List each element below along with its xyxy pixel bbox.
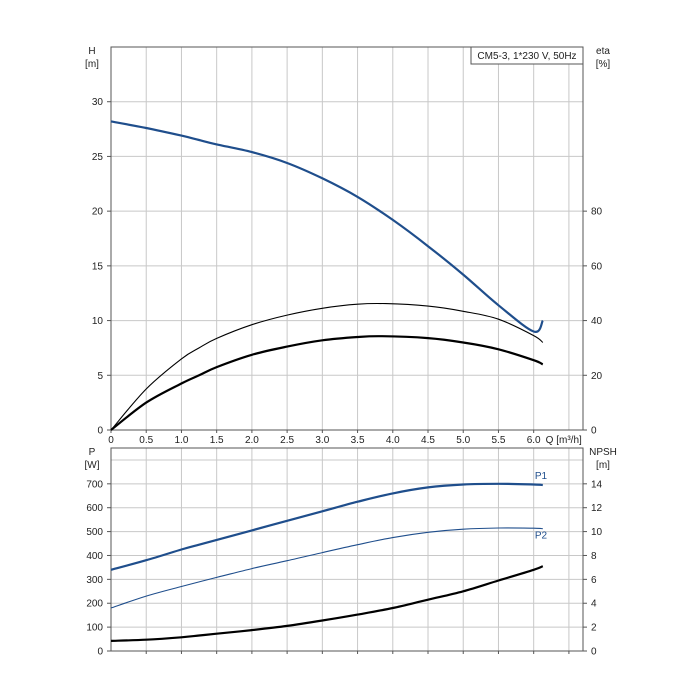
series-line-efficiency: [110, 302, 544, 431]
left-tick-label: 200: [86, 599, 103, 610]
x-tick-label: 5.5: [492, 435, 506, 446]
right-tick-label: 12: [591, 503, 603, 514]
right-tick-label: 60: [591, 261, 603, 272]
x-tick-label: 5.0: [456, 435, 470, 446]
left-axis-label: P: [89, 447, 96, 458]
x-tick-label: 2.0: [245, 435, 259, 446]
right-tick-label: 10: [591, 527, 603, 538]
x-tick-label: 4.0: [386, 435, 400, 446]
series-line-head: [110, 120, 544, 333]
series-line-P1: [110, 482, 543, 571]
x-tick-label: 3.0: [315, 435, 329, 446]
left-axis-unit: [m]: [85, 59, 99, 70]
left-tick-label: 15: [92, 261, 104, 272]
right-axis-label: NPSH: [589, 447, 617, 458]
left-tick-label: 500: [86, 527, 103, 538]
right-tick-label: 14: [591, 479, 603, 490]
x-axis-label: Q [m³/h]: [546, 435, 582, 446]
left-tick-label: 0: [97, 647, 103, 658]
left-tick-label: 400: [86, 551, 103, 562]
left-tick-label: 700: [86, 479, 103, 490]
right-tick-label: 8: [591, 551, 597, 562]
right-axis-label: eta: [596, 46, 610, 57]
left-tick-label: 30: [92, 97, 104, 108]
plot-frame: [110, 447, 584, 652]
left-tick-label: 300: [86, 575, 103, 586]
x-tick-label: 4.5: [421, 435, 435, 446]
right-tick-label: 6: [591, 575, 597, 586]
x-tick-label: 2.5: [280, 435, 294, 446]
right-tick-label: 2: [591, 623, 597, 634]
left-tick-label: 10: [92, 316, 104, 327]
left-tick-label: 5: [97, 371, 103, 382]
left-tick-label: 20: [92, 207, 104, 218]
right-tick-label: 80: [591, 207, 603, 218]
left-tick-label: 600: [86, 503, 103, 514]
right-tick-label: 0: [591, 647, 597, 658]
right-tick-label: 4: [591, 599, 597, 610]
right-tick-label: 0: [591, 426, 597, 437]
right-tick-label: 40: [591, 316, 603, 327]
left-axis-label: H: [88, 46, 95, 57]
left-tick-label: 0: [97, 426, 103, 437]
panel-1: 0 5 10 15 20 25 30 0 20 40 60 80 H [m] eta [%] 0 0.5 1.0 1.…: [85, 46, 610, 446]
left-tick-label: 25: [92, 152, 104, 163]
chart-title: CM5-3, 1*230 V, 50Hz: [477, 51, 576, 62]
series-line-efficiency-2: [110, 335, 544, 431]
series-label-P2: P2: [535, 531, 548, 542]
right-axis-unit: [%]: [596, 59, 611, 70]
series-line-P2: [110, 527, 543, 609]
series-line-npsh: [110, 565, 544, 642]
x-tick-label: 1.0: [174, 435, 188, 446]
series-label-P1: P1: [535, 471, 548, 482]
left-axis-unit: [W]: [85, 460, 100, 471]
x-tick-label: 0: [108, 435, 114, 446]
x-tick-label: 3.5: [351, 435, 365, 446]
panel-2: 0 100 200 300 400 500 600 700 0 2 4 6 8 10 12 14 P [W] NPS…: [85, 447, 617, 658]
left-tick-label: 100: [86, 623, 103, 634]
x-tick-label: 6.0: [527, 435, 541, 446]
title-box: [470, 46, 584, 65]
x-tick-label: 1.5: [210, 435, 224, 446]
right-tick-label: 20: [591, 371, 603, 382]
plot-frame: [110, 46, 584, 431]
x-tick-label: 0.5: [139, 435, 153, 446]
right-axis-unit: [m]: [596, 460, 610, 471]
